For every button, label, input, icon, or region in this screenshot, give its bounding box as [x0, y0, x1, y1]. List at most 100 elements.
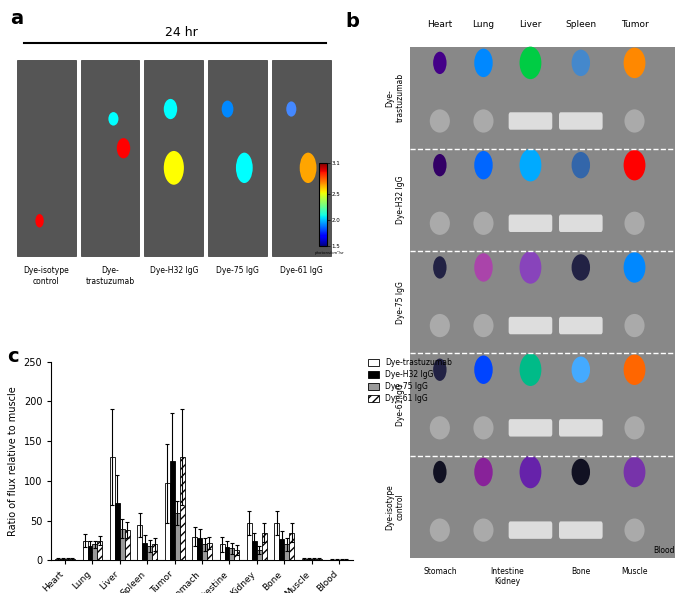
Bar [247, 523, 252, 560]
Ellipse shape [164, 151, 184, 185]
Bar [202, 544, 207, 560]
Bar [81, 60, 140, 256]
Text: Tumor: Tumor [621, 20, 649, 30]
Bar [225, 547, 229, 560]
Bar [92, 544, 97, 560]
Ellipse shape [571, 50, 590, 76]
Bar [179, 457, 184, 560]
Bar [88, 546, 92, 560]
Ellipse shape [473, 212, 493, 235]
Bar [97, 541, 102, 560]
Bar [262, 533, 266, 560]
Ellipse shape [300, 152, 316, 183]
Text: Dye-75 IgG: Dye-75 IgG [396, 281, 405, 324]
Ellipse shape [473, 416, 493, 439]
Text: Stomach: Stomach [423, 567, 457, 576]
Bar [192, 537, 197, 560]
Ellipse shape [519, 353, 541, 386]
Ellipse shape [625, 518, 645, 542]
Bar [110, 457, 115, 560]
Text: b: b [346, 12, 360, 31]
Bar [65, 559, 70, 560]
Ellipse shape [519, 456, 541, 488]
Ellipse shape [222, 101, 234, 117]
FancyBboxPatch shape [509, 215, 552, 232]
Bar [220, 544, 225, 560]
Bar [147, 546, 152, 560]
Bar [229, 549, 234, 560]
Bar [138, 525, 142, 560]
Bar [234, 550, 239, 560]
Ellipse shape [623, 47, 645, 78]
Ellipse shape [474, 355, 493, 384]
FancyBboxPatch shape [559, 317, 603, 334]
Ellipse shape [473, 518, 493, 542]
Bar [284, 544, 289, 560]
Ellipse shape [473, 109, 493, 133]
Ellipse shape [571, 254, 590, 280]
Bar [125, 530, 129, 560]
Bar [252, 541, 257, 560]
Bar [307, 559, 312, 560]
Ellipse shape [625, 416, 645, 439]
Ellipse shape [433, 154, 447, 176]
Ellipse shape [625, 212, 645, 235]
Ellipse shape [623, 252, 645, 283]
Legend: Dye-trastuzumab, Dye-H32 IgG, Dye-75 IgG, Dye-61 IgG: Dye-trastuzumab, Dye-H32 IgG, Dye-75 IgG… [365, 356, 454, 406]
Text: Dye-
trastuzumab: Dye- trastuzumab [385, 73, 405, 122]
Ellipse shape [625, 109, 645, 133]
Bar [316, 559, 321, 560]
Text: Dye-75 IgG: Dye-75 IgG [216, 266, 259, 275]
FancyBboxPatch shape [509, 521, 552, 539]
Bar [152, 544, 157, 560]
Bar [115, 503, 120, 560]
Bar [289, 533, 294, 560]
FancyBboxPatch shape [509, 419, 552, 436]
Ellipse shape [519, 149, 541, 181]
Text: Lung: Lung [473, 20, 495, 30]
Text: a: a [10, 9, 23, 28]
Ellipse shape [116, 138, 130, 158]
Ellipse shape [519, 47, 541, 79]
Bar [175, 513, 179, 560]
Text: Blood: Blood [653, 546, 675, 555]
Bar [312, 559, 316, 560]
FancyBboxPatch shape [509, 112, 552, 130]
Bar [275, 523, 279, 560]
Ellipse shape [571, 459, 590, 485]
Bar [207, 543, 212, 560]
Ellipse shape [474, 458, 493, 486]
Bar [55, 559, 60, 560]
Ellipse shape [433, 256, 447, 279]
Text: Bone: Bone [571, 567, 590, 576]
Text: Dye-isotype
control: Dye-isotype control [385, 484, 405, 530]
Text: Dye-61 IgG: Dye-61 IgG [396, 383, 405, 426]
Bar [197, 538, 202, 560]
FancyBboxPatch shape [509, 317, 552, 334]
Ellipse shape [429, 314, 450, 337]
Ellipse shape [164, 99, 177, 119]
Bar [170, 461, 175, 560]
Ellipse shape [571, 152, 590, 178]
Bar [302, 559, 307, 560]
Ellipse shape [429, 212, 450, 235]
Ellipse shape [429, 109, 450, 133]
Ellipse shape [429, 416, 450, 439]
Ellipse shape [473, 314, 493, 337]
Ellipse shape [474, 253, 493, 282]
Text: Spleen: Spleen [565, 20, 597, 30]
Text: Dye-isotype
control: Dye-isotype control [23, 266, 69, 286]
Bar [70, 559, 75, 560]
Ellipse shape [623, 457, 645, 487]
Text: c: c [7, 347, 18, 366]
Ellipse shape [474, 151, 493, 180]
FancyBboxPatch shape [559, 215, 603, 232]
Text: Dye-H32 IgG: Dye-H32 IgG [396, 176, 405, 224]
Text: photons/cm²/sr: photons/cm²/sr [314, 251, 344, 255]
Text: 24 hr: 24 hr [165, 26, 198, 39]
Bar [142, 543, 147, 560]
Ellipse shape [429, 518, 450, 542]
Text: Liver: Liver [519, 20, 542, 30]
Ellipse shape [286, 101, 297, 117]
Y-axis label: Ratio of flux relative to muscle: Ratio of flux relative to muscle [8, 386, 18, 536]
